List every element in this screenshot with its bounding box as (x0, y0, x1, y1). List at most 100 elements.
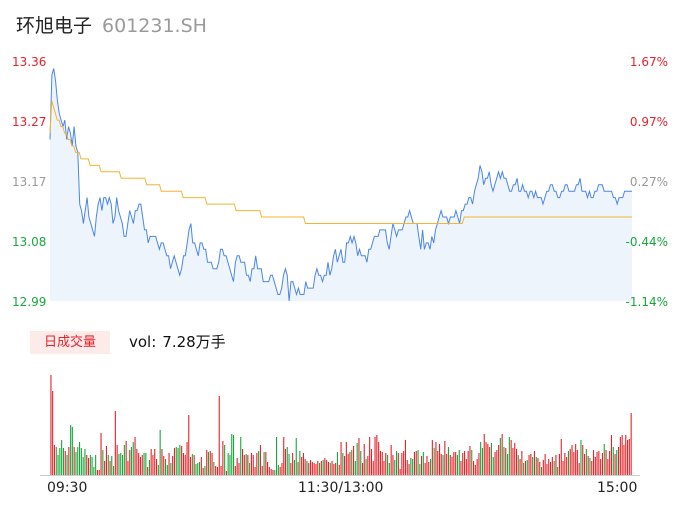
price-line (49, 68, 632, 302)
volume-bar (225, 471, 227, 475)
volume-bar (524, 461, 526, 475)
volume-bar (152, 455, 154, 475)
volume-bar (295, 438, 297, 475)
volume-tab[interactable]: 日成交量 (30, 331, 110, 354)
volume-bar (304, 459, 306, 475)
volume-bar (105, 446, 107, 475)
volume-bar (141, 455, 143, 475)
volume-bar (166, 465, 168, 475)
volume-bar (311, 462, 313, 475)
volume-bar (249, 463, 251, 475)
volume-bar (292, 453, 294, 475)
volume-bar (134, 437, 136, 475)
volume-bar (501, 434, 503, 475)
volume-bar (621, 435, 623, 475)
volume-bar (412, 459, 414, 475)
volume-bar (627, 440, 629, 475)
volume-bar (580, 440, 582, 475)
stock-name: 环旭电子 (16, 15, 93, 37)
volume-bar (52, 391, 54, 475)
volume-bar (272, 470, 274, 475)
volume-bar (259, 445, 261, 475)
volume-bar (462, 453, 464, 475)
volume-bar (95, 455, 97, 475)
volume-bar (460, 461, 462, 475)
volume-bar (256, 453, 258, 475)
volume-bar (125, 441, 127, 475)
volume-bar (573, 452, 575, 475)
volume-bar (114, 411, 116, 475)
volume-bar (428, 462, 430, 475)
volume-bar (453, 452, 455, 475)
volume-bar (374, 437, 376, 475)
x-tick-open: 09:30 (47, 480, 88, 496)
volume-bar (138, 453, 140, 475)
volume-bar (394, 460, 396, 475)
volume-bar (68, 447, 70, 475)
volume-bar (148, 460, 150, 475)
volume-bar (519, 459, 521, 475)
volume-bar (447, 447, 449, 475)
volume-bar (150, 449, 152, 475)
volume-bar (487, 444, 489, 475)
volume-bar (474, 465, 476, 475)
volume-bar (247, 455, 249, 475)
volume-bar (161, 449, 163, 475)
volume-bar (338, 465, 340, 475)
volume-bar (417, 450, 419, 475)
volume-bar (397, 453, 399, 475)
volume-bar (177, 448, 179, 475)
volume-bar (61, 440, 63, 475)
volume-bar (557, 467, 559, 475)
volume-bar (383, 461, 385, 475)
volume-bar (478, 453, 480, 475)
volume-bar (274, 470, 276, 475)
volume-bar (258, 451, 260, 475)
volume-bar (521, 451, 523, 475)
volume-bar (467, 451, 469, 475)
volume-bar (263, 452, 265, 475)
volume-bar (603, 444, 605, 475)
volume-bar (222, 441, 224, 475)
volume-bar (91, 457, 93, 475)
volume-bar (283, 437, 285, 475)
volume-bar (200, 457, 202, 475)
volume-readout-value: 7.28万手 (162, 333, 226, 351)
volume-bar (277, 465, 279, 475)
volume-bar (327, 462, 329, 475)
volume-bar (107, 455, 109, 475)
volume-bar (299, 451, 301, 475)
volume-bar (182, 453, 184, 475)
volume-bar (236, 458, 238, 475)
volume-bar (365, 459, 367, 475)
volume-bar (387, 455, 389, 475)
volume-bar (584, 454, 586, 475)
volume-bar (562, 461, 564, 475)
volume-bar (293, 460, 295, 475)
volume-bar (415, 451, 417, 475)
volume-bar (517, 455, 519, 475)
volume-bar (73, 447, 75, 475)
x-tick-midday: 11:30/13:00 (298, 480, 384, 496)
volume-bar (421, 456, 423, 475)
volume-readout: vol: 7.28万手 (129, 331, 226, 354)
volume-bar (324, 458, 326, 475)
volume-bar (628, 439, 630, 475)
volume-bar (489, 447, 491, 475)
volume-bar (630, 413, 632, 475)
volume-bar (548, 459, 550, 475)
volume-bar (77, 447, 79, 475)
volume-bar (209, 451, 211, 475)
volume-bar (424, 463, 426, 475)
volume-bar (53, 445, 55, 475)
volume-bar (555, 455, 557, 475)
volume-bar (492, 457, 494, 475)
volume-bar (444, 441, 446, 475)
volume-bar (168, 453, 170, 475)
volume-bar (354, 461, 356, 475)
volume-bar (179, 445, 181, 475)
volume-bar (619, 437, 621, 475)
volume-bar (62, 448, 64, 475)
volume-bar (408, 464, 410, 475)
volume-bar (224, 445, 226, 475)
